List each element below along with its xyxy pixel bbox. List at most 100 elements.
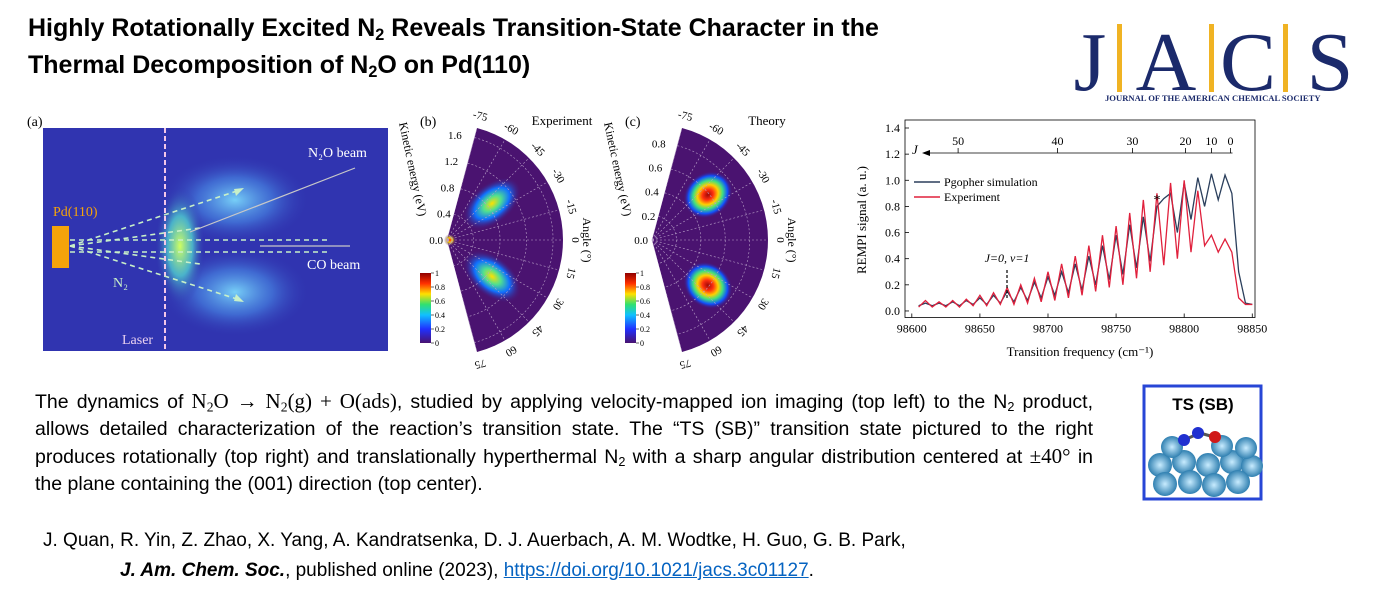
y-tick-label: 0.2 — [885, 278, 900, 292]
text: 2 — [1007, 400, 1015, 415]
logo-letter: S — [1307, 16, 1354, 109]
colorbar-tick-label: 0.2 — [435, 325, 445, 334]
angle-tick-label: -75 — [676, 109, 694, 125]
grid-ray — [651, 239, 711, 341]
ts-label: TS (SB) — [1172, 395, 1233, 414]
angle-tick-label: 60 — [708, 343, 724, 359]
grid-arc — [474, 137, 554, 343]
energy-tick-label: 0.6 — [648, 162, 662, 174]
angle-axis-label: Angle (°) — [580, 217, 594, 262]
grid-ray — [446, 181, 548, 241]
beam-label: N₂O beam — [308, 146, 367, 161]
grid-ray — [446, 139, 506, 241]
angle-tick-label: -15 — [768, 198, 784, 216]
math: (g) + O(ads) — [287, 389, 397, 413]
grid-ray — [446, 239, 478, 353]
intensity — [462, 177, 522, 230]
legend-label: Experiment — [944, 190, 1001, 204]
grid-ray — [651, 157, 735, 241]
angle-tick-label: 0 — [569, 237, 581, 243]
angle-axis-label: Angle (°) — [785, 217, 799, 262]
text: 2 — [618, 455, 626, 470]
y-tick-label: 0.6 — [885, 226, 900, 240]
laser-label: Laser — [122, 333, 153, 348]
y-tick-label: 1.4 — [885, 121, 900, 135]
j-tick-label: 20 — [1180, 134, 1192, 148]
j-tick-label: 30 — [1126, 134, 1138, 148]
energy-tick-label: 0.8 — [652, 138, 666, 150]
legend-label: Pgopher simulation — [944, 175, 1038, 189]
j-arrow — [922, 150, 930, 156]
title-text: Thermal Decomposition of N — [28, 51, 369, 79]
energy-tick-label: 0.0 — [429, 235, 443, 247]
panel-title: Experiment — [532, 113, 593, 128]
energy-tick-label: 0.4 — [437, 209, 451, 221]
x-tick-label: 98850 — [1237, 322, 1267, 336]
y-tick-label: 0.0 — [885, 304, 900, 318]
colorbar-tick-label: 0.2 — [640, 325, 650, 334]
angle-tick-label: 75 — [473, 356, 487, 371]
colorbar — [625, 273, 636, 343]
summary: The dynamics of N2O → N2(g) + O(ads), st… — [35, 388, 1093, 498]
y-tick-label: 1.0 — [885, 173, 900, 187]
signal — [155, 186, 205, 306]
grid-ray — [651, 239, 765, 271]
text: in the plane containing the (001) direct… — [35, 446, 1093, 495]
grid-ray — [446, 239, 548, 299]
text: , studied by applying velocity-mapped io… — [396, 391, 1008, 413]
journal: J. Am. Chem. Soc. — [120, 560, 286, 581]
intensity — [683, 261, 733, 309]
citation-details: , published online (2023), — [285, 560, 504, 581]
logo-letter: J — [1074, 16, 1107, 109]
colorbar-tick-label: 0.4 — [640, 311, 650, 320]
angle-tick-label: 60 — [503, 343, 519, 359]
citation-end: . — [808, 560, 814, 581]
colorbar-tick-label: 0.8 — [435, 283, 445, 292]
energy-tick-label: 1.6 — [448, 130, 462, 142]
angle-tick-label: -60 — [502, 120, 521, 138]
logo-bar — [1117, 24, 1122, 92]
annotation: J=0, v=1 — [985, 251, 1030, 265]
trajectories — [69, 189, 330, 301]
energy-tick-label: 1.2 — [444, 156, 458, 168]
surface-atoms — [1148, 435, 1263, 497]
colorbar-tick-label: 0.8 — [640, 283, 650, 292]
y-tick-label: 1.2 — [885, 147, 900, 161]
title-text: Highly Rotationally Excited N — [28, 14, 376, 42]
x-tick-label: 98800 — [1169, 322, 1199, 336]
plot-frame — [904, 119, 1256, 318]
product-label: N₂ — [113, 276, 128, 291]
angle-tick-label: -75 — [471, 109, 489, 125]
j-tick-label: 10 — [1205, 134, 1217, 148]
energy-axis-label: Kinetic energy (eV) — [601, 121, 635, 218]
grid-ray — [651, 127, 683, 241]
grid-ray — [446, 239, 506, 341]
grid-ray — [446, 157, 530, 241]
angle-tick-label: -60 — [707, 120, 726, 138]
colorbar-tick-label: 0.6 — [435, 297, 445, 306]
colorbar-tick-label: 0.4 — [435, 311, 445, 320]
math: 2 — [206, 399, 214, 415]
journal-logo: J A C S JOURNAL OF THE AMERICAN CHEMICAL… — [1074, 16, 1354, 109]
j-tick-label: 50 — [952, 134, 964, 148]
colorbar-tick-label: 0 — [435, 339, 439, 348]
angle-tick-label: -30 — [754, 167, 772, 186]
title: Highly Rotationally Excited N 2 Reveals T… — [28, 10, 1008, 84]
grid-ray — [651, 181, 753, 241]
doi-link[interactable]: https://doi.org/10.1021/jacs.3c01127 — [503, 560, 809, 581]
grid-arc — [670, 168, 726, 312]
logo-bar — [1283, 24, 1288, 92]
text: with a sharp angular distribution center… — [625, 446, 1030, 468]
grid-arc — [453, 214, 474, 266]
title-text: 2 — [368, 63, 378, 82]
grid-ray — [446, 127, 478, 241]
j-axis-label: J — [912, 142, 919, 157]
colorbar-tick-label: 1 — [435, 269, 439, 278]
grid-ray — [651, 239, 735, 323]
title-text: Reveals Transition-State Character in th… — [384, 14, 879, 42]
logo-letter: A — [1136, 16, 1197, 109]
citation-source: J. Am. Chem. Soc., published online (202… — [120, 560, 814, 582]
spectrum-chart: 0.0 0.2 0.4 0.6 0.8 1.0 1.2 1.4 98600 98650 98700 9… — [854, 119, 1267, 359]
